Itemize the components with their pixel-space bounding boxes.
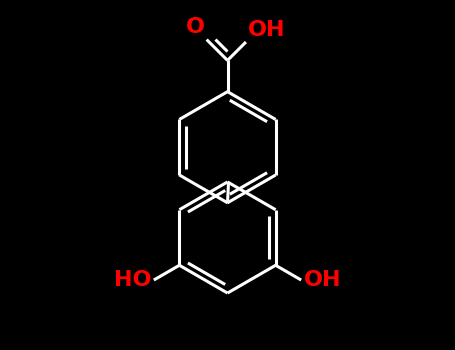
Text: HO: HO [114,270,151,290]
Text: OH: OH [248,20,285,40]
Text: OH: OH [304,270,341,290]
Text: O: O [186,18,205,37]
